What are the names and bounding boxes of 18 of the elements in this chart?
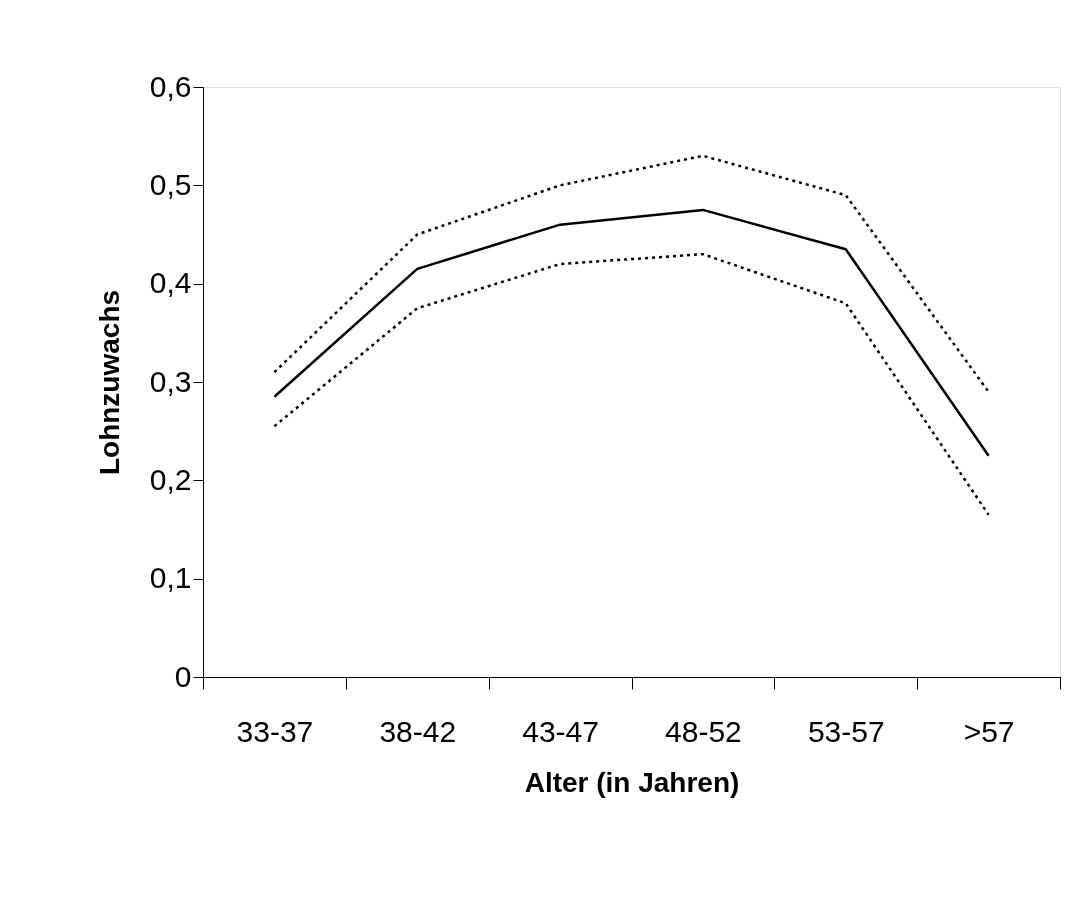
x-axis-title: Alter (in Jahren) (524, 766, 740, 798)
x-tick-label: 43-47 (522, 714, 599, 748)
x-tick-label: 33-37 (236, 714, 314, 748)
x-tick-label: 48-52 (665, 714, 742, 748)
x-tick-label: 38-42 (379, 714, 457, 748)
line-series (273, 208, 990, 457)
x-tick-label: 53-57 (807, 714, 885, 748)
y-tick-label: 0,6 (149, 69, 192, 103)
y-axis-title: Lohnzuwachs (93, 289, 125, 476)
y-tick-label: 0 (174, 659, 192, 693)
y-tick-label: 0,2 (149, 462, 192, 496)
line-series (273, 252, 990, 516)
y-tick-label: 0,5 (149, 167, 192, 201)
y-tick-label: 0,1 (149, 561, 192, 595)
y-tick-label: 0,3 (149, 364, 192, 398)
y-tick-label: 0,4 (149, 266, 192, 300)
line-series (273, 154, 990, 394)
x-tick-label: >57 (963, 714, 1015, 748)
